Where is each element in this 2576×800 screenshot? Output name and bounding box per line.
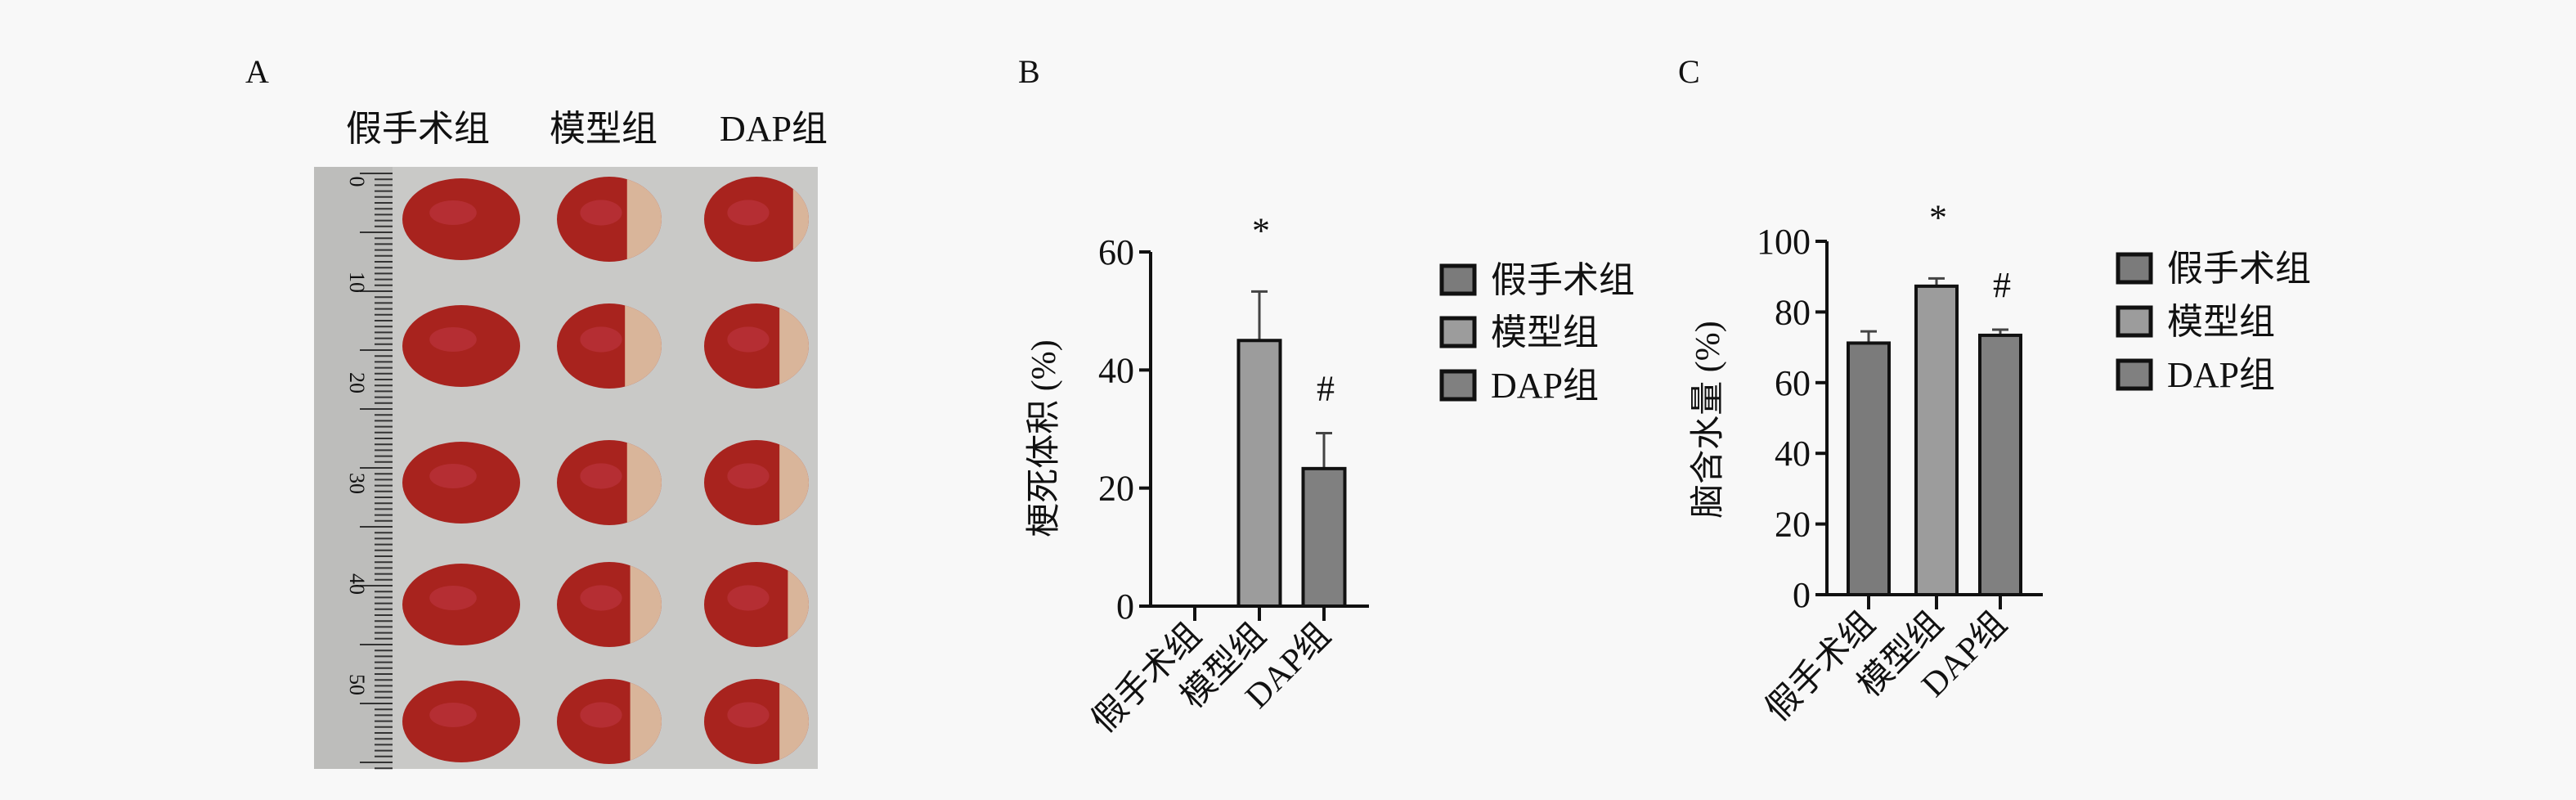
tissue-highlight <box>727 702 770 728</box>
tissue-highlight <box>580 463 622 489</box>
column-label-model: 模型组 <box>550 109 657 149</box>
brain-slice <box>402 564 520 645</box>
bar-1 <box>1914 284 1959 596</box>
legend-swatch <box>2116 305 2153 338</box>
ruler-label: 20 <box>345 372 369 393</box>
bar-2 <box>1978 333 2022 596</box>
tissue-highlight <box>727 585 770 611</box>
y-tick-label: 0 <box>1116 587 1134 627</box>
y-tick-label: 80 <box>1775 292 1811 332</box>
y-tick-label: 40 <box>1098 350 1134 390</box>
bar-1 <box>1236 339 1282 608</box>
tissue-highlight <box>429 464 477 488</box>
tissue-highlight <box>727 463 770 489</box>
legend-label: 模型组 <box>1491 312 1599 353</box>
brain-slice <box>402 681 520 762</box>
panel-label-c: C <box>1678 53 1700 90</box>
legend-swatch <box>2116 252 2153 285</box>
brain-slice <box>557 679 662 764</box>
ruler-label: 50 <box>345 674 369 695</box>
brain-slice <box>704 679 809 764</box>
y-tick-label: 0 <box>1793 575 1811 615</box>
legend-label: 假手术组 <box>2167 249 2311 289</box>
y-tick-label: 60 <box>1775 363 1811 403</box>
tissue-highlight <box>429 586 477 610</box>
tissue-highlight <box>429 200 477 225</box>
legend-swatch <box>1439 369 1477 402</box>
panel-label-a: A <box>245 53 269 90</box>
tissue-highlight <box>580 200 622 226</box>
brain-slice <box>557 177 662 262</box>
tissue-highlight <box>727 326 770 353</box>
panel-label-b: B <box>1018 53 1040 90</box>
legend-label: 模型组 <box>2167 302 2275 342</box>
brain-slice <box>402 442 520 524</box>
y-tick-label: 100 <box>1757 222 1811 262</box>
significance-mark: * <box>1252 210 1270 250</box>
ttc-photo: 0 10 20 30 40 50 <box>314 167 818 770</box>
y-axis-label: 梗死体积 (%) <box>1025 339 1063 537</box>
y-tick-label: 20 <box>1098 469 1134 509</box>
y-tick-label: 20 <box>1775 505 1811 545</box>
tissue-highlight <box>429 703 477 727</box>
tissue-highlight <box>580 702 622 728</box>
brain-slice <box>704 440 809 525</box>
tissue-highlight <box>727 200 770 226</box>
legend-label: DAP组 <box>1491 366 1599 406</box>
brain-slice <box>402 178 520 260</box>
brain-slice <box>402 305 520 387</box>
ruler-label: 40 <box>345 573 369 595</box>
ruler-label: 30 <box>345 473 369 494</box>
column-label-dap: DAP组 <box>720 109 828 149</box>
significance-mark: # <box>1993 265 2011 305</box>
legend-swatch <box>1439 263 1477 296</box>
brain-slice <box>557 562 662 647</box>
significance-mark: # <box>1317 369 1335 409</box>
ruler-label: 10 <box>345 272 369 293</box>
tissue-highlight <box>580 585 622 611</box>
brain-slice <box>704 303 809 389</box>
tissue-highlight <box>580 326 622 353</box>
column-label-sham: 假手术组 <box>346 109 490 149</box>
brain-slice <box>704 177 809 262</box>
bar-0 <box>1847 341 1891 596</box>
brain-slice <box>557 303 662 389</box>
ruler-label: 0 <box>345 177 369 187</box>
tissue-highlight <box>429 327 477 352</box>
brain-slice <box>557 440 662 525</box>
y-tick-label: 60 <box>1098 232 1134 272</box>
y-tick-label: 40 <box>1775 434 1811 474</box>
legend-label: 假手术组 <box>1491 260 1635 300</box>
brain-slice <box>704 562 809 647</box>
legend-swatch <box>1439 316 1477 348</box>
legend-swatch <box>2116 358 2153 391</box>
bar-2 <box>1301 466 1347 609</box>
legend-label: DAP组 <box>2167 355 2275 395</box>
y-axis-label: 脑含水量 (%) <box>1690 321 1727 518</box>
significance-mark: * <box>1929 197 1947 237</box>
